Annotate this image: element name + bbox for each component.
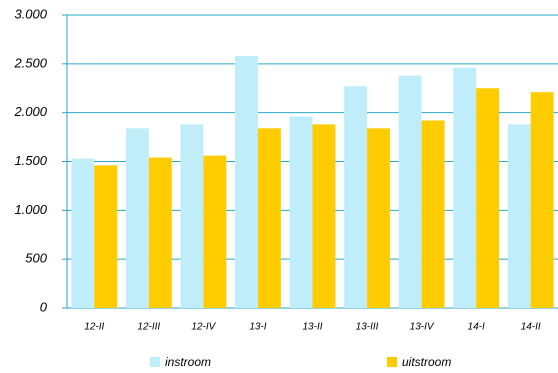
bar xyxy=(148,157,172,308)
y-tick-label: 2.000 xyxy=(13,104,47,119)
y-tick-label: 3.000 xyxy=(14,6,47,21)
legend-swatch xyxy=(150,357,160,367)
x-tick-label: 13-I xyxy=(249,322,266,333)
bar xyxy=(180,124,204,309)
bar xyxy=(453,67,477,309)
bar xyxy=(312,124,336,309)
x-tick-label: 13-IV xyxy=(410,322,435,333)
bar xyxy=(476,88,500,308)
legend-swatch xyxy=(387,357,397,367)
bar xyxy=(421,120,445,308)
x-tick-label: 13-III xyxy=(356,322,379,333)
bar xyxy=(71,158,95,308)
x-tick-label: 12-II xyxy=(84,322,104,333)
bar xyxy=(257,128,281,308)
bar xyxy=(344,86,368,309)
bar xyxy=(125,128,149,308)
y-tick-label: 2.500 xyxy=(13,55,47,70)
legend-label: uitstroom xyxy=(402,355,451,369)
x-tick-label: 12-III xyxy=(137,322,160,333)
bar xyxy=(235,56,258,308)
y-tick-label: 1.000 xyxy=(14,202,47,217)
bar xyxy=(289,116,313,308)
bar xyxy=(398,75,422,308)
x-tick-label: 12-IV xyxy=(191,322,216,333)
y-tick-label: 1.500 xyxy=(14,153,47,168)
x-tick-label: 13-II xyxy=(302,322,322,333)
bar xyxy=(507,124,531,309)
x-tick-label: 14-I xyxy=(468,322,485,333)
legend-label: instroom xyxy=(165,355,211,369)
bar xyxy=(203,155,227,308)
y-tick-label: 0 xyxy=(40,299,48,314)
x-tick-label: 14-II xyxy=(521,322,541,333)
bar xyxy=(530,92,554,308)
y-tick-label: 500 xyxy=(25,251,47,266)
bar xyxy=(94,165,118,308)
bar xyxy=(367,128,390,308)
